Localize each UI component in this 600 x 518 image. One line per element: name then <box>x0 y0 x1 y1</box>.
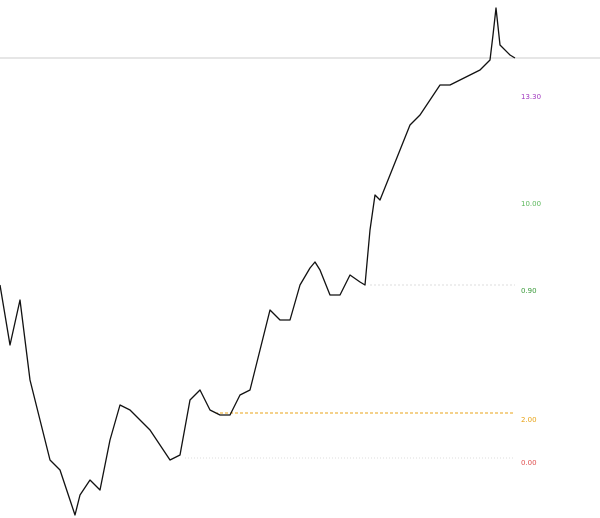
level-label: 13.30 <box>521 93 541 101</box>
level-label: 0.00 <box>521 459 537 467</box>
price-line <box>0 7 516 516</box>
level-label: 10.00 <box>521 200 541 208</box>
level-label: 0.90 <box>521 287 537 295</box>
level-label: 2.00 <box>521 416 537 424</box>
